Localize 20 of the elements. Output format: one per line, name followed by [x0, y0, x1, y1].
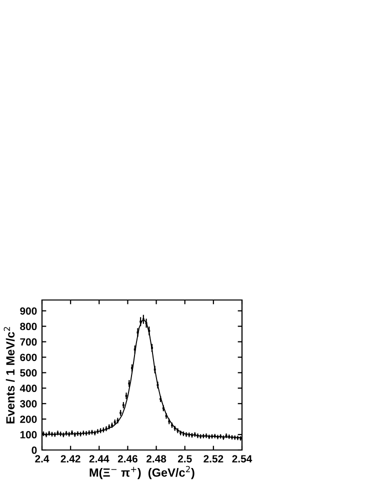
- y-tick-label: 900: [20, 307, 37, 315]
- x-tick-label: 2.54: [232, 455, 252, 463]
- y-tick-label: 400: [20, 384, 37, 392]
- x-axis-title: M(Ξ$^{−}$ π$^{+}$) (GeV/c$^{2}$): [90, 466, 194, 480]
- y-tick-label: 700: [20, 338, 37, 346]
- x-tick-label: 2.46: [118, 455, 138, 463]
- y-tick-label: 300: [20, 400, 37, 408]
- x-tick-label: 2.44: [89, 455, 110, 462]
- y-tick-label: 0: [32, 446, 37, 454]
- x-tick-label: 2.52: [204, 455, 224, 463]
- x-tick-label: 2.5: [178, 455, 192, 463]
- y-tick-label: 600: [20, 354, 37, 362]
- x-tick-label: 2.48: [146, 455, 166, 463]
- x-tick-label: 2.42: [60, 455, 80, 462]
- y-tick-label: 200: [20, 416, 37, 423]
- y-tick-label: 500: [20, 369, 37, 377]
- y-tick-label: 800: [20, 322, 37, 330]
- x-tick-label: 2.4: [35, 455, 50, 462]
- y-axis-title: Events / 1 MeV/c$^{2}$: [4, 327, 15, 424]
- y-tick-label: 100: [20, 431, 37, 438]
